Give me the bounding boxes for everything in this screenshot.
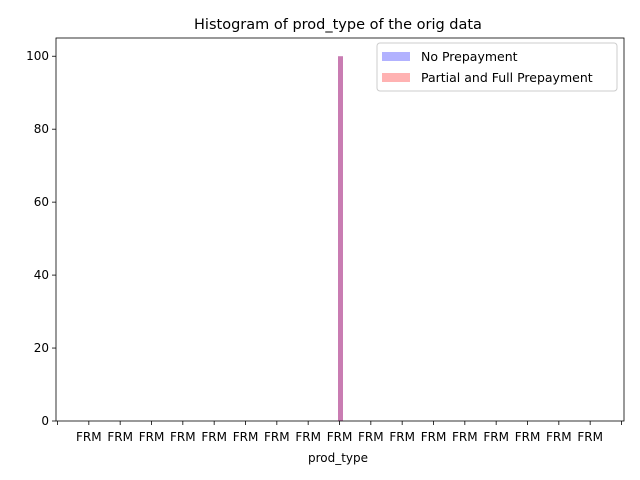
x-tick-label: FRM (389, 430, 415, 444)
x-tick-label: FRM (483, 430, 509, 444)
y-tick-label: 20 (34, 341, 49, 355)
plot-area: 0 20 40 60 80 100 FRM FRM FRM FRM FRM FRM FRM FRM FRM F… (26, 37, 625, 444)
x-tick-label: FRM (139, 430, 165, 444)
y-tick-label: 40 (34, 268, 49, 282)
x-tick-label: FRM (577, 430, 603, 444)
x-axis-label: prod_type (308, 451, 368, 465)
x-tick-label: FRM (264, 430, 290, 444)
y-tick-label: 0 (41, 414, 49, 428)
x-tick-label: FRM (201, 430, 227, 444)
legend-label: No Prepayment (421, 49, 518, 64)
y-tick-label: 80 (34, 122, 49, 136)
x-tick-label: FRM (295, 430, 321, 444)
x-tick-label: FRM (233, 430, 259, 444)
legend-swatch (382, 52, 410, 61)
x-tick-label: FRM (546, 430, 572, 444)
bar-partial-full-prepayment (338, 56, 343, 421)
x-tick-label: FRM (76, 430, 102, 444)
legend-box (376, 42, 618, 92)
x-tick-label: FRM (107, 430, 133, 444)
y-tick-label: 100 (26, 49, 49, 63)
x-tick-label: FRM (452, 430, 478, 444)
x-tick-label: FRM (421, 430, 447, 444)
x-tick-label: FRM (358, 430, 384, 444)
x-tick-label: FRM (170, 430, 196, 444)
axes-frame (55, 37, 625, 422)
legend-label: Partial and Full Prepayment (421, 70, 593, 85)
x-tick-label: FRM (515, 430, 541, 444)
legend-swatch (382, 73, 410, 82)
y-tick-label: 60 (34, 195, 49, 209)
legend: No Prepayment Partial and Full Prepayment (376, 42, 618, 92)
x-tick-label: FRM (327, 430, 353, 444)
bar-no-prepayment (338, 56, 343, 421)
chart-title: Histogram of prod_type of the orig data (194, 17, 482, 33)
